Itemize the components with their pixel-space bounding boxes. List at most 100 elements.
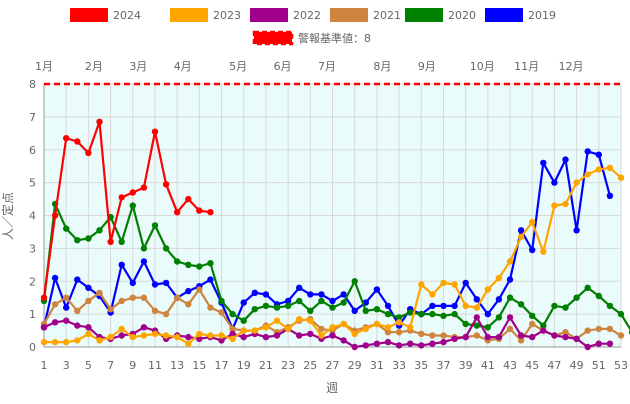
- data-point-2024: [140, 184, 148, 191]
- data-point-2020: [584, 284, 591, 291]
- data-point-2021: [129, 294, 136, 301]
- data-point-2023: [551, 202, 558, 209]
- x-tick-label: 33: [392, 359, 406, 372]
- data-point-2020: [506, 294, 514, 301]
- x-tick-label: 27: [326, 359, 340, 372]
- legend-swatch-2024: [70, 8, 108, 22]
- data-point-2023: [595, 166, 602, 173]
- data-point-2019: [351, 307, 358, 314]
- data-point-2019: [384, 302, 392, 310]
- data-point-2021: [174, 294, 181, 301]
- data-point-2022: [351, 343, 358, 351]
- data-point-2022: [240, 333, 247, 341]
- data-point-2022: [529, 333, 536, 341]
- data-point-2021: [440, 332, 447, 339]
- data-point-2020: [162, 245, 170, 252]
- data-point-2021: [196, 286, 203, 293]
- data-point-2020: [462, 320, 469, 328]
- data-point-2023: [51, 338, 59, 346]
- x-tick-label: 9: [129, 359, 136, 372]
- legend-label-2024: 2024: [113, 9, 141, 22]
- data-point-2022: [395, 342, 403, 349]
- data-point-2020: [340, 299, 347, 306]
- x-tick-label: 11: [148, 359, 162, 372]
- data-point-2019: [473, 296, 480, 303]
- data-point-2023: [473, 304, 480, 311]
- data-point-2020: [174, 258, 181, 265]
- legend: 2024 2023 2022 2021 2020 2019 警報基準値：8: [70, 8, 556, 46]
- month-label: 7月: [318, 60, 336, 73]
- x-tick-label: 51: [592, 359, 606, 372]
- data-point-2021: [395, 329, 403, 336]
- data-point-2020: [440, 312, 447, 319]
- data-point-2019: [606, 192, 614, 199]
- data-point-2019: [595, 151, 602, 158]
- data-point-2019: [251, 289, 258, 296]
- month-label: 8月: [373, 60, 391, 73]
- data-point-2020: [240, 317, 247, 324]
- data-point-2019: [85, 284, 92, 291]
- data-point-2021: [517, 337, 525, 344]
- data-point-2020: [251, 306, 258, 313]
- data-point-2024: [207, 209, 214, 216]
- x-tick-label: 25: [303, 359, 317, 372]
- data-point-2019: [584, 148, 591, 155]
- x-tick-label: 49: [570, 359, 584, 372]
- data-point-2019: [51, 274, 59, 282]
- data-point-2022: [462, 333, 469, 341]
- legend-swatch-threshold: [252, 30, 294, 46]
- data-point-2021: [162, 310, 170, 318]
- data-point-2021: [584, 327, 591, 334]
- legend-label-2019: 2019: [528, 9, 556, 22]
- data-point-2020: [451, 310, 458, 318]
- data-point-2020: [407, 309, 414, 316]
- data-point-2023: [562, 200, 569, 208]
- data-point-2019: [551, 179, 558, 186]
- data-point-2021: [51, 301, 59, 308]
- data-point-2020: [62, 225, 70, 232]
- data-point-2024: [40, 294, 48, 301]
- data-point-2023: [296, 315, 303, 323]
- x-tick-label: 47: [547, 359, 561, 372]
- data-point-2022: [329, 332, 336, 339]
- data-point-2020: [329, 304, 336, 311]
- data-point-2021: [62, 294, 70, 301]
- month-label: 9月: [418, 60, 436, 73]
- data-point-2020: [307, 307, 314, 314]
- data-point-2022: [51, 319, 59, 326]
- series-line-2022: [43, 316, 610, 349]
- data-point-2022: [384, 338, 392, 346]
- data-point-2022: [218, 337, 225, 344]
- data-point-2019: [207, 276, 214, 283]
- data-point-2023: [451, 281, 458, 288]
- data-point-2021: [529, 320, 536, 328]
- x-tick-label: 29: [348, 359, 362, 372]
- data-point-2019: [129, 279, 136, 287]
- x-tick-label: 19: [237, 359, 251, 372]
- data-point-2022: [584, 343, 591, 351]
- data-point-2022: [307, 330, 314, 338]
- data-point-2023: [96, 337, 103, 344]
- data-point-2024: [96, 118, 103, 126]
- data-point-2020: [185, 261, 192, 268]
- data-point-2021: [606, 325, 614, 333]
- data-point-2023: [118, 325, 125, 333]
- x-tick-label: 41: [481, 359, 495, 372]
- data-point-2019: [262, 291, 270, 298]
- data-point-2022: [229, 330, 236, 338]
- data-point-2023: [362, 325, 369, 333]
- data-point-2022: [506, 314, 514, 321]
- data-point-2022: [373, 340, 381, 347]
- data-point-2023: [129, 333, 136, 341]
- data-point-2023: [229, 335, 236, 342]
- data-point-2020: [296, 297, 303, 305]
- data-point-2019: [529, 246, 536, 254]
- data-point-2021: [429, 332, 436, 339]
- data-point-2020: [517, 301, 525, 308]
- data-point-2023: [284, 325, 292, 333]
- data-point-2022: [473, 314, 480, 321]
- data-point-2019: [440, 302, 447, 310]
- data-point-2020: [318, 297, 325, 305]
- data-point-2023: [85, 330, 92, 338]
- data-point-2022: [606, 340, 614, 347]
